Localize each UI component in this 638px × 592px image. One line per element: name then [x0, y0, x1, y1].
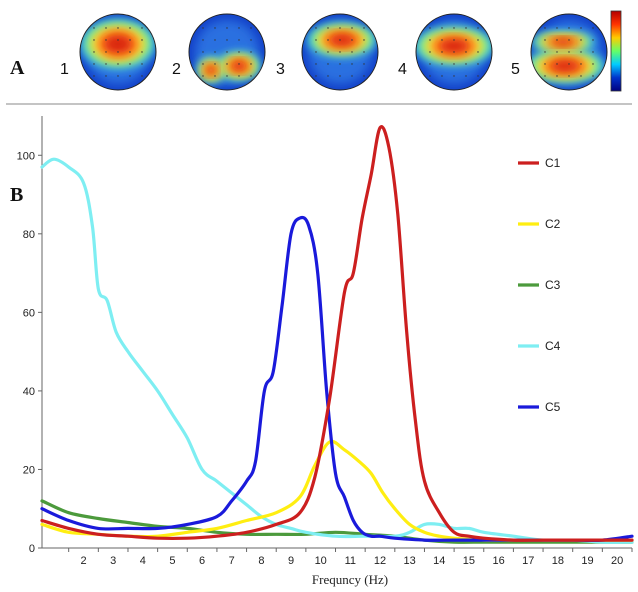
x-tick-label: 17 — [522, 555, 534, 567]
colorbar — [610, 10, 622, 92]
topomap-label-3: 3 — [276, 61, 285, 78]
y-tick-label: 40 — [23, 386, 35, 398]
y-tick-label: 100 — [17, 150, 35, 162]
chart-series — [40, 125, 634, 544]
series-line-c5 — [40, 215, 634, 543]
x-tick-label: 3 — [110, 555, 116, 567]
x-tick-label: 20 — [611, 555, 623, 567]
x-tick-label: 13 — [404, 555, 416, 567]
legend-item-c4: C4 — [518, 339, 561, 353]
x-tick-label: 18 — [552, 555, 564, 567]
panel-a-letter: A — [10, 57, 25, 79]
topomap-label-1: 1 — [60, 61, 69, 78]
x-tick-label: 2 — [80, 555, 86, 567]
topomap-1: 1 — [60, 13, 157, 91]
legend-item-c3: C3 — [518, 278, 561, 292]
x-tick-label: 4 — [140, 555, 146, 567]
y-tick-label: 60 — [23, 307, 35, 319]
x-tick-label: 16 — [492, 555, 504, 567]
legend-label: C5 — [545, 400, 561, 414]
chart-axes: 0 20 40 60 80 100 2 3 4 5 6 7 8 9 10 11 12 13 14 15 16 17 18 19… — [17, 116, 633, 567]
x-tick-label: 10 — [315, 555, 327, 567]
topomap-5: 5 — [511, 13, 608, 91]
y-tick-label: 20 — [23, 464, 35, 476]
x-tick-label: 7 — [229, 555, 235, 567]
y-tick-label: 80 — [23, 229, 35, 241]
topomap-2: 2 — [172, 13, 266, 91]
panel-b-letter: B — [10, 184, 23, 206]
legend-item-c5: C5 — [518, 400, 561, 414]
topomap-3: 3 — [276, 13, 379, 91]
y-tick-label: 0 — [29, 543, 35, 555]
legend-item-c1: C1 — [518, 156, 561, 170]
spectrum-chart: 0 20 40 60 80 100 2 3 4 5 6 7 8 9 10 11 12 13 14 15 16 17 18 19… — [17, 116, 634, 587]
x-tick-label: 14 — [433, 555, 445, 567]
topomap-4: 4 — [398, 13, 493, 91]
x-tick-label: 9 — [288, 555, 294, 567]
chart-legend: C1 C2 C3 C4 C5 — [518, 156, 561, 414]
x-tick-label: 8 — [258, 555, 264, 567]
legend-item-c2: C2 — [518, 217, 561, 231]
topomap-label-5: 5 — [511, 61, 520, 78]
x-tick-label: 11 — [345, 555, 356, 567]
legend-label: C1 — [545, 156, 561, 170]
topomap-label-4: 4 — [398, 61, 407, 78]
series-line-c2 — [40, 439, 634, 542]
x-axis-label: Frequncy (Hz) — [312, 572, 388, 587]
legend-label: C2 — [545, 217, 561, 231]
x-tick-label: 19 — [581, 555, 593, 567]
series-line-c1 — [40, 125, 634, 542]
topomap-label-2: 2 — [172, 61, 181, 78]
x-tick-label: 5 — [169, 555, 175, 567]
x-tick-label: 15 — [463, 555, 475, 567]
legend-label: C4 — [545, 339, 561, 353]
legend-label: C3 — [545, 278, 561, 292]
series-line-c3 — [40, 499, 634, 544]
x-tick-label: 12 — [374, 555, 386, 567]
x-tick-label: 6 — [199, 555, 205, 567]
topomap-row: 1 2 3 4 5 — [60, 13, 608, 91]
